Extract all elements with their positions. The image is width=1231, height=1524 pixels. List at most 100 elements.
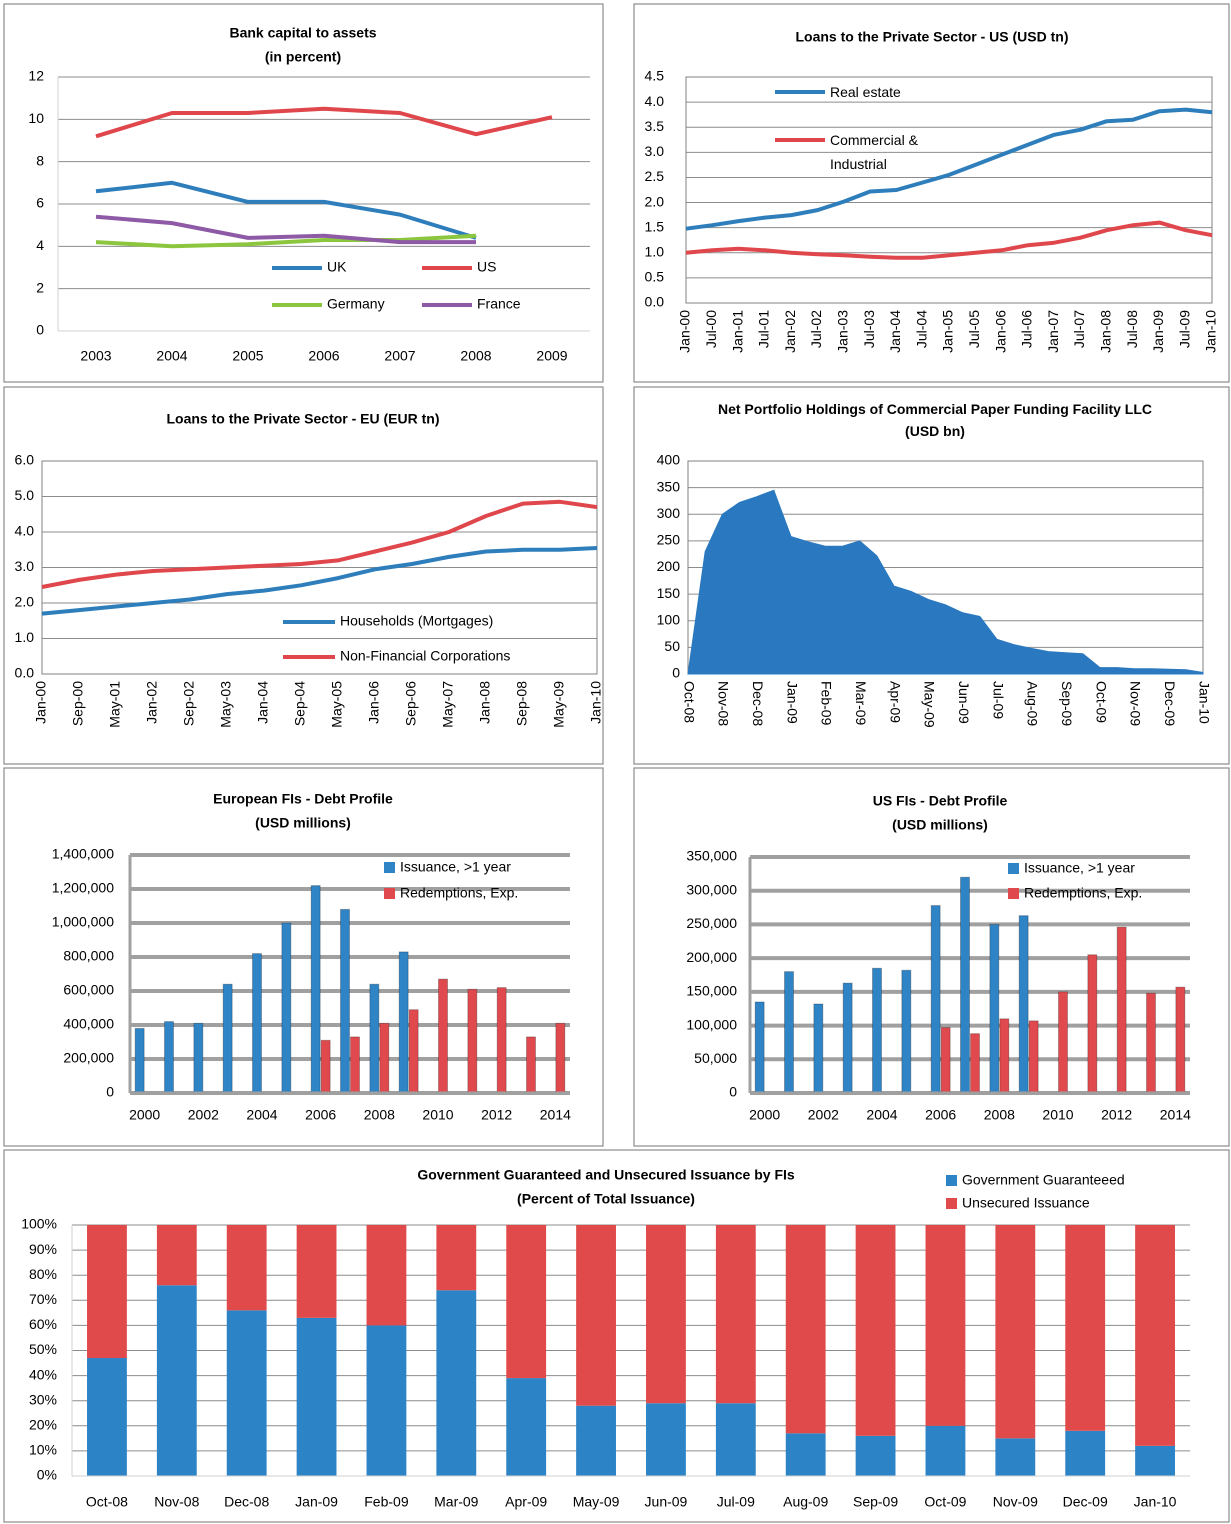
legend-swatch [1008, 888, 1019, 899]
bar-segment [436, 1225, 477, 1291]
bar-segment [1135, 1445, 1175, 1476]
x-tick-label: Jul-07 [1071, 310, 1087, 348]
x-tick-label: Oct-08 [86, 1494, 128, 1510]
x-tick-label: Jul-05 [966, 310, 982, 348]
bar-segment [925, 1225, 966, 1426]
bar [379, 1022, 390, 1094]
bar [1175, 986, 1186, 1094]
bar [164, 1021, 174, 1094]
y-tick-label: 800,000 [63, 948, 114, 964]
legend-label: Non-Financial Corporations [340, 648, 510, 664]
bar [467, 988, 478, 1094]
bar-segment [226, 1225, 267, 1311]
x-tick-label: Jun-09 [956, 681, 972, 724]
x-tick-label: Nov-08 [716, 681, 732, 726]
x-tick-label: Dec-08 [224, 1494, 269, 1510]
y-tick-label: 80% [29, 1266, 57, 1282]
chart-title: Government Guaranteed and Unsecured Issu… [417, 1167, 795, 1183]
legend-swatch [946, 1175, 957, 1186]
x-tick-label: Jan-10 [1203, 310, 1219, 353]
legend-label: UK [327, 259, 347, 275]
y-tick-label: 50,000 [694, 1050, 737, 1066]
x-tick-label: 2002 [188, 1107, 219, 1123]
legend-label: Redemptions, Exp. [1024, 885, 1142, 901]
y-tick-label: 2.0 [645, 193, 665, 209]
bar-segment [1065, 1430, 1106, 1476]
y-tick-label: 4.0 [15, 523, 35, 539]
bar-segment [785, 1225, 826, 1434]
chart-title: Loans to the Private Sector - US (USD tn… [795, 29, 1068, 45]
bar [438, 978, 448, 1094]
y-tick-label: 90% [29, 1241, 57, 1257]
bar [310, 885, 321, 1094]
bar-segment [855, 1225, 896, 1436]
y-tick-label: 50% [29, 1341, 57, 1357]
y-tick-label: 350 [657, 478, 681, 494]
legend-swatch [384, 862, 395, 873]
x-tick-label: Jan-09 [1150, 310, 1166, 353]
x-tick-label: 2006 [308, 348, 339, 364]
x-tick-label: Jul-02 [808, 310, 824, 348]
x-tick-label: Jan-04 [887, 310, 903, 353]
x-tick-label: Dec-09 [1063, 1494, 1108, 1510]
x-tick-label: 2003 [80, 348, 111, 364]
bar-segment [715, 1225, 756, 1404]
bar [340, 908, 350, 1094]
panel [3, 386, 604, 765]
line-series [95, 106, 553, 139]
bar-segment [87, 1358, 127, 1476]
y-tick-label: 4.5 [645, 68, 665, 84]
bar-segment [366, 1225, 407, 1326]
x-tick-label: 2010 [422, 1107, 453, 1123]
x-tick-label: Jan-07 [1045, 310, 1061, 353]
bar [1146, 992, 1156, 1094]
legend-label: Issuance, >1 year [400, 859, 511, 875]
panel [633, 3, 1230, 383]
legend-label: Unsecured Issuance [962, 1195, 1090, 1211]
x-tick-label: Oct-09 [924, 1494, 966, 1510]
bar-segment [506, 1225, 547, 1379]
x-tick-label: Feb-09 [364, 1494, 409, 1510]
x-tick-label: Jun-09 [645, 1494, 688, 1510]
y-tick-label: 200,000 [686, 949, 737, 965]
y-tick-label: 0 [36, 322, 44, 338]
chart-subtitle: (USD millions) [892, 817, 988, 833]
bar [350, 1036, 360, 1094]
x-tick-label: 2009 [536, 348, 567, 364]
y-tick-label: 2.5 [645, 168, 665, 184]
legend-label: Government Guaranteeed [962, 1172, 1125, 1188]
chart-title-box: Net Portfolio Holdings of Commercial Pap… [718, 401, 1152, 439]
x-tick-label: 2014 [540, 1107, 571, 1123]
line-series [95, 214, 476, 245]
x-tick-label: Jul-08 [1124, 310, 1140, 348]
x-tick-label: Sep-09 [1059, 681, 1075, 726]
y-tick-label: 1.0 [645, 243, 665, 259]
x-tick-label: Dec-09 [1162, 681, 1178, 726]
x-tick-label: Jul-09 [717, 1494, 755, 1510]
chart-title: Bank capital to assets [229, 25, 376, 41]
x-tick-label: Jan-03 [835, 310, 851, 353]
bar-segment [715, 1403, 756, 1476]
y-tick-label: 250,000 [686, 915, 737, 931]
x-tick-label: May-09 [551, 681, 567, 728]
bar-segment [226, 1310, 267, 1476]
line-series [685, 220, 1213, 260]
bar [940, 1027, 951, 1094]
y-tick-label: 12 [28, 68, 44, 84]
x-tick-label: Apr-09 [887, 681, 903, 723]
x-tick-label: Mar-09 [853, 681, 869, 726]
x-tick-label: May-01 [107, 681, 123, 728]
bar-segment [925, 1425, 966, 1476]
bar [369, 983, 380, 1094]
bar [930, 905, 941, 1094]
x-tick-label: 2006 [305, 1107, 336, 1123]
x-tick-label: Sep-06 [403, 681, 419, 726]
bar-segment [646, 1225, 686, 1404]
bar [813, 1003, 824, 1094]
y-tick-label: 100% [21, 1216, 57, 1232]
x-tick-label: Sep-04 [292, 681, 308, 726]
x-tick-label: Sep-09 [853, 1494, 898, 1510]
y-tick-label: 400 [657, 452, 681, 468]
